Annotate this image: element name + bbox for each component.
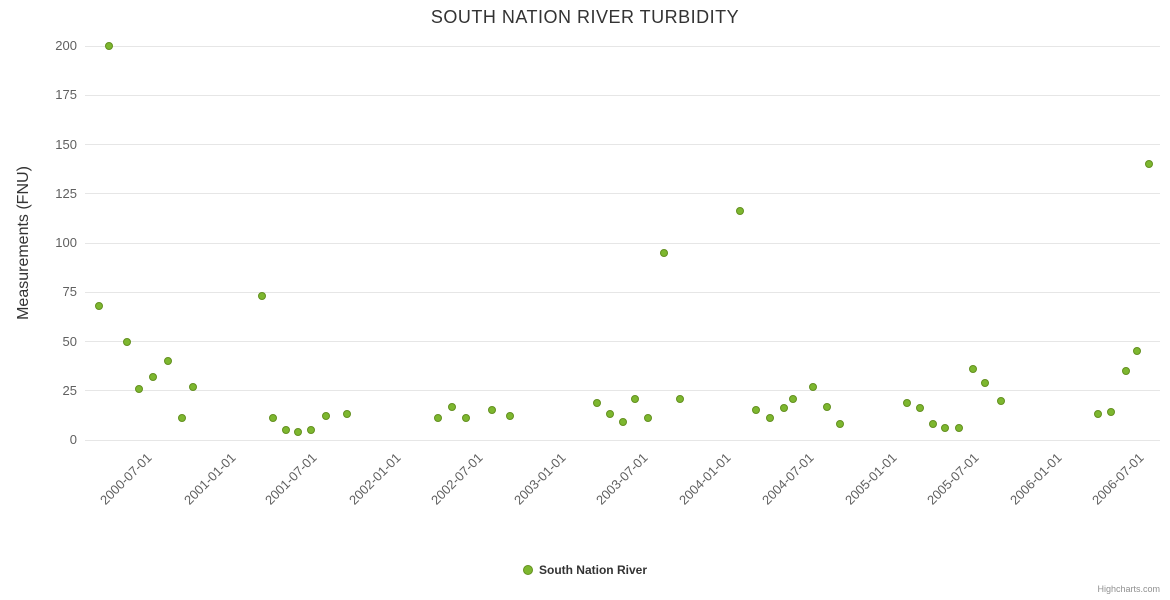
data-point[interactable] (257, 292, 266, 301)
x-axis-tick-label: 2006-01-01 (1006, 450, 1065, 508)
x-axis-tick-label: 2001-01-01 (180, 450, 239, 508)
data-point[interactable] (606, 410, 615, 419)
data-point[interactable] (163, 357, 172, 366)
data-point[interactable] (902, 398, 911, 407)
data-point[interactable] (1094, 410, 1103, 419)
data-point[interactable] (343, 410, 352, 419)
data-point[interactable] (294, 428, 303, 437)
data-point[interactable] (954, 424, 963, 433)
data-point[interactable] (134, 384, 143, 393)
y-axis-tick-label: 0 (69, 432, 77, 447)
data-point[interactable] (981, 378, 990, 387)
gridline (85, 390, 1160, 392)
y-axis-tick-label: 150 (55, 136, 77, 152)
data-point[interactable] (968, 365, 977, 374)
data-point[interactable] (929, 420, 938, 429)
data-point[interactable] (593, 398, 602, 407)
gridline (85, 144, 1160, 145)
data-point[interactable] (659, 248, 668, 257)
legend-series-label: South Nation River (538, 563, 647, 577)
data-point[interactable] (1144, 160, 1153, 169)
data-point[interactable] (95, 302, 104, 311)
x-axis-tick-label: 2003-07-01 (592, 450, 651, 508)
data-point[interactable] (307, 426, 316, 435)
data-point[interactable] (281, 426, 290, 435)
data-point[interactable] (434, 414, 443, 423)
legend-marker-icon (522, 565, 533, 575)
data-point[interactable] (836, 420, 845, 429)
legend-item-south-nation-river[interactable]: South Nation River (0, 563, 1170, 577)
x-axis-tick-label: 2003-01-01 (510, 450, 569, 508)
x-axis-tick-label: 2006-07-01 (1088, 450, 1147, 508)
data-point[interactable] (823, 402, 832, 411)
x-axis-tick-label: 2005-01-01 (841, 450, 900, 508)
highcharts-credits-link[interactable]: Highcharts.com (1097, 584, 1160, 594)
y-axis-tick-label: 100 (55, 235, 77, 250)
data-point[interactable] (789, 394, 798, 403)
y-axis-tick-label: 125 (55, 185, 77, 201)
data-point[interactable] (488, 406, 497, 415)
data-point[interactable] (780, 404, 789, 413)
y-axis-tick-label: 25 (62, 382, 77, 398)
data-point[interactable] (766, 414, 775, 423)
data-point[interactable] (448, 402, 457, 411)
data-point[interactable] (809, 382, 818, 391)
y-axis-tick-label: 175 (55, 87, 77, 103)
x-axis-tick-label: 2004-07-01 (758, 450, 817, 508)
gridline (85, 242, 1160, 244)
data-point[interactable] (148, 372, 157, 381)
data-point[interactable] (915, 404, 924, 413)
y-axis-tick-label: 50 (62, 333, 77, 349)
data-point[interactable] (189, 382, 198, 391)
data-point[interactable] (644, 414, 653, 423)
data-point[interactable] (1133, 347, 1142, 356)
gridline (85, 193, 1160, 195)
data-point[interactable] (123, 337, 132, 346)
data-point[interactable] (177, 414, 186, 423)
data-point[interactable] (506, 412, 515, 421)
data-point[interactable] (1121, 367, 1130, 376)
data-point[interactable] (996, 396, 1005, 405)
data-point[interactable] (941, 424, 950, 433)
gridline (85, 341, 1160, 342)
y-axis-tick-label: 200 (55, 38, 77, 53)
data-point[interactable] (631, 394, 640, 403)
x-axis-tick-label: 2002-01-01 (345, 450, 404, 508)
gridline (85, 439, 1160, 441)
data-point[interactable] (104, 42, 113, 50)
gridline (85, 94, 1160, 96)
data-point[interactable] (268, 414, 277, 423)
data-point[interactable] (735, 207, 744, 216)
gridline (85, 45, 1160, 47)
x-axis-tick-label: 2004-01-01 (676, 450, 734, 508)
gridline (85, 291, 1160, 293)
data-point[interactable] (675, 394, 684, 403)
data-point[interactable] (322, 412, 331, 421)
x-axis-tick-label: 2002-07-01 (427, 450, 486, 508)
data-point[interactable] (752, 406, 761, 415)
x-axis-tick-label: 2001-07-01 (262, 450, 321, 508)
data-point[interactable] (618, 418, 627, 427)
x-axis-tick-label: 2005-07-01 (923, 450, 982, 508)
data-point[interactable] (462, 414, 471, 423)
x-axis-tick-label: 2000-07-01 (97, 450, 155, 508)
y-axis-tick-label: 75 (62, 284, 77, 300)
chart-title: SOUTH NATION RIVER TURBIDITY (430, 7, 740, 27)
data-point[interactable] (1106, 408, 1115, 417)
